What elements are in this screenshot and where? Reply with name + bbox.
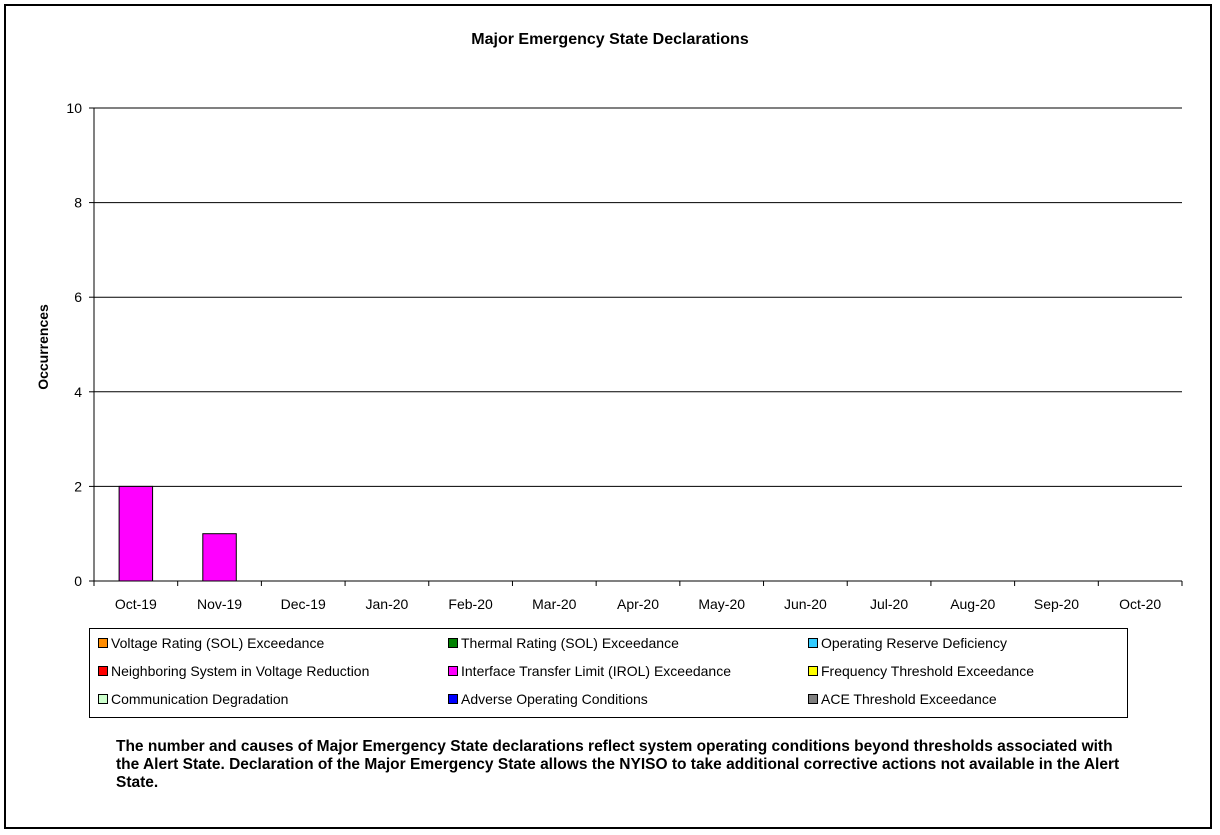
legend-swatch [448, 694, 458, 704]
x-tick-label: Dec-19 [281, 596, 326, 612]
legend-swatch [808, 694, 818, 704]
legend-swatch [808, 666, 818, 676]
x-tick-label: Jun-20 [784, 596, 827, 612]
legend-item: Operating Reserve Deficiency [808, 633, 1007, 653]
legend-label: Communication Degradation [111, 691, 289, 707]
legend-swatch [98, 666, 108, 676]
y-tick-label: 0 [74, 573, 82, 589]
legend-label: Adverse Operating Conditions [461, 691, 648, 707]
legend-label: Interface Transfer Limit (IROL) Exceedan… [461, 663, 731, 679]
legend-item: Neighboring System in Voltage Reduction [98, 661, 369, 681]
legend-swatch [448, 666, 458, 676]
gridlines [94, 107, 1182, 487]
legend-item: Interface Transfer Limit (IROL) Exceedan… [448, 661, 731, 681]
legend-item: Communication Degradation [98, 689, 288, 709]
x-tick-label: Mar-20 [532, 596, 577, 612]
legend-item: ACE Threshold Exceedance [808, 689, 997, 709]
y-tick-label: 8 [74, 195, 82, 211]
x-tick-label: Oct-19 [115, 596, 157, 612]
x-tick-label: Aug-20 [950, 596, 995, 612]
legend-item: Adverse Operating Conditions [448, 689, 648, 709]
x-tick-label: Sep-20 [1034, 596, 1079, 612]
x-tick-label: Jul-20 [870, 596, 908, 612]
legend-item: Voltage Rating (SOL) Exceedance [98, 633, 324, 653]
axes: 0 2 4 6 8 10 Oct-19 Nov-19 Dec-19 Jan-20 Feb-20 Mar… [66, 100, 1183, 612]
bar-chart: 0 2 4 6 8 10 Oct-19 Nov-19 Dec-19 Jan-20 Feb-20 Mar… [35, 100, 1183, 612]
bars [118, 485, 237, 582]
y-tick-label: 6 [74, 289, 82, 305]
legend-item: Frequency Threshold Exceedance [808, 661, 1034, 681]
legend-label: ACE Threshold Exceedance [821, 691, 997, 707]
legend-label: Neighboring System in Voltage Reduction [111, 663, 370, 679]
x-tick-label: Feb-20 [448, 596, 493, 612]
x-tick-label: Jan-20 [366, 596, 409, 612]
chart-note: The number and causes of Major Emergency… [116, 738, 1120, 791]
bar [118, 485, 154, 582]
legend-item: Thermal Rating (SOL) Exceedance [448, 633, 679, 653]
x-tick-label: Apr-20 [617, 596, 659, 612]
x-tick-label: Oct-20 [1119, 596, 1161, 612]
legend-swatch [98, 694, 108, 704]
y-axis-label: Occurrences [35, 304, 51, 390]
legend-swatch [98, 638, 108, 648]
chart-title: Major Emergency State Declarations [471, 31, 749, 48]
legend-label: Voltage Rating (SOL) Exceedance [111, 635, 325, 651]
legend-label: Operating Reserve Deficiency [821, 635, 1007, 651]
y-tick-label: 4 [74, 384, 82, 400]
x-tick-label: May-20 [698, 596, 745, 612]
chart-legend: Voltage Rating (SOL) Exceedance Thermal R… [89, 628, 1128, 718]
legend-swatch [448, 638, 458, 648]
legend-label: Thermal Rating (SOL) Exceedance [461, 635, 679, 651]
bar [202, 533, 237, 582]
x-tick-label: Nov-19 [197, 596, 242, 612]
y-tick-label: 2 [74, 478, 82, 494]
y-tick-label: 10 [66, 100, 82, 116]
legend-label: Frequency Threshold Exceedance [821, 663, 1034, 679]
legend-swatch [808, 638, 818, 648]
